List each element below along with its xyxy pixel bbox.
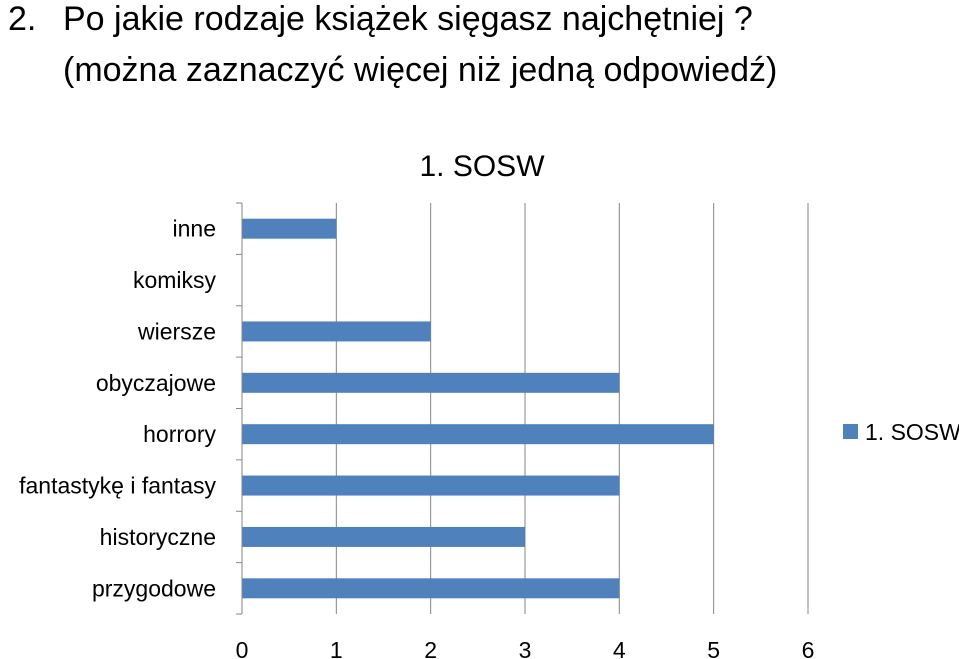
- axes: inne komiksy wiersze obyczajowe horrory fanta…: [19, 202, 815, 659]
- category-label: wiersze: [137, 318, 216, 344]
- legend-swatch: [843, 424, 858, 439]
- bar-4: [242, 424, 714, 445]
- question-text: Po jakie rodzaje książek sięgasz najchęt…: [63, 0, 753, 38]
- x-tick-label: 3: [519, 637, 532, 659]
- category-label: historyczne: [100, 524, 216, 550]
- category-label: obyczajowe: [96, 370, 216, 396]
- legend-label: 1. SOSW: [865, 419, 959, 445]
- category-label: fantastykę i fantasy: [19, 473, 216, 499]
- question-number: 2.: [8, 0, 37, 38]
- bar-0: [242, 218, 337, 239]
- bar-5: [242, 475, 620, 496]
- category-label: przygodowe: [92, 575, 216, 601]
- x-tick-label: 2: [424, 637, 437, 659]
- bar-3: [242, 372, 620, 393]
- gridlines: [335, 203, 809, 614]
- bar-2: [242, 321, 431, 342]
- x-tick-label: 1: [330, 637, 343, 659]
- slide-subtitle: (można zaznaczyć więcej niż jedną odpowi…: [63, 51, 778, 89]
- category-label: inne: [173, 216, 216, 242]
- x-tick-label: 5: [707, 637, 720, 659]
- x-tick-label: 6: [802, 637, 815, 659]
- chart-title: 1. SOSW: [419, 150, 545, 183]
- slide-title: 2. Po jakie rodzaje książek sięgasz najch…: [8, 0, 753, 38]
- legend: 1. SOSW: [843, 419, 959, 445]
- category-label: komiksy: [133, 267, 217, 293]
- x-tick-label: 0: [236, 637, 249, 659]
- bars: [242, 218, 714, 599]
- category-label: horrory: [143, 421, 216, 447]
- bar-7: [242, 578, 620, 599]
- bar-6: [242, 526, 525, 547]
- x-tick-label: 4: [613, 637, 626, 659]
